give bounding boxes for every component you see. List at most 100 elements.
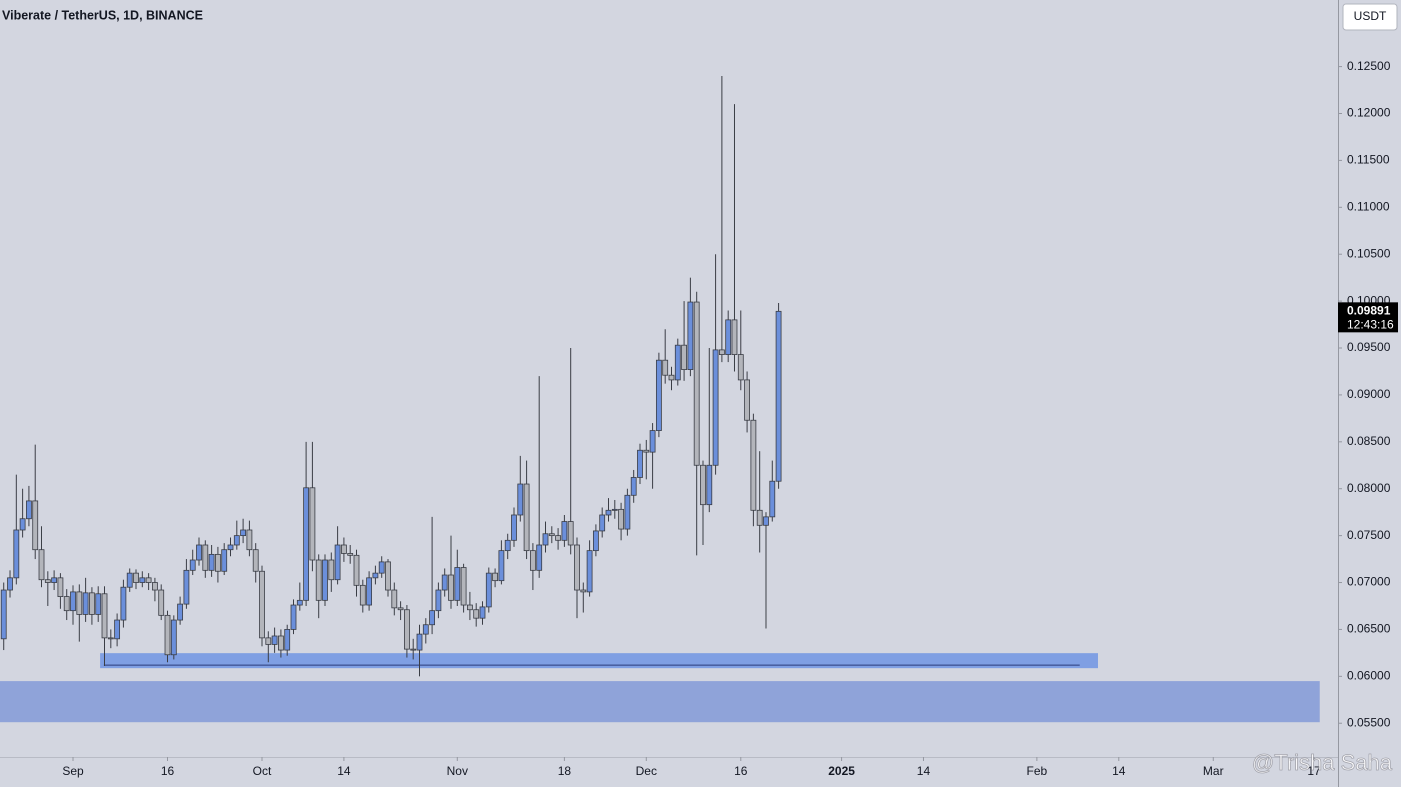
candle-body — [403, 609, 410, 650]
candle-body — [82, 592, 89, 615]
candle-body — [448, 574, 454, 601]
x-tick-label: Oct — [253, 764, 272, 778]
candle-body — [668, 374, 675, 381]
x-tick-label: Sep — [62, 764, 84, 778]
candle-body — [750, 419, 757, 511]
y-tick-label: 0.12000 — [1347, 106, 1391, 120]
candle-body — [511, 514, 517, 541]
last-price-box — [1338, 302, 1398, 333]
candle-body — [378, 561, 385, 574]
y-tick-label: 0.05500 — [1347, 715, 1391, 729]
y-tick-label: 0.12500 — [1347, 59, 1391, 73]
candle-body — [504, 539, 511, 552]
y-tick-label: 0.11500 — [1347, 153, 1390, 167]
zone — [0, 681, 1320, 723]
plot-layer — [0, 75, 1320, 723]
candle-body — [372, 572, 379, 579]
candle-body — [359, 584, 366, 606]
candle-body — [196, 544, 202, 561]
candle-body — [177, 603, 184, 621]
candle-body — [473, 609, 480, 619]
candle-body — [618, 508, 624, 530]
candle-body — [485, 572, 492, 608]
candle-body — [38, 549, 45, 581]
y-tick-label: 0.11000 — [1347, 199, 1390, 213]
candle-body — [183, 569, 190, 605]
candle-body — [454, 567, 461, 601]
x-tick-label: Feb — [1027, 764, 1048, 778]
y-tick-label: 0.09500 — [1347, 340, 1391, 354]
candle-body — [63, 596, 70, 612]
candle-body — [44, 579, 51, 583]
candle-body — [769, 480, 776, 518]
candle-body — [662, 359, 669, 376]
y-tick-label: 0.06000 — [1347, 669, 1391, 683]
candle-body — [334, 544, 341, 581]
candle-body — [26, 500, 32, 520]
x-tick-label: 14 — [1112, 764, 1126, 778]
candle-body — [718, 349, 725, 355]
candle-body — [95, 593, 102, 615]
candle-body — [57, 577, 64, 597]
candle-body — [466, 604, 473, 611]
candle-body — [674, 344, 681, 381]
y-tick-label: 0.08500 — [1347, 434, 1391, 448]
candle-body — [259, 570, 265, 639]
candle-body — [341, 544, 347, 554]
candle-body — [114, 619, 121, 640]
candle-body — [0, 589, 7, 640]
currency-box[interactable] — [1342, 3, 1398, 31]
candle-body — [775, 310, 782, 482]
candle-body — [517, 483, 524, 516]
candle-body — [737, 354, 744, 381]
candle-body — [164, 614, 171, 656]
zone — [100, 653, 1098, 669]
candle-body — [101, 593, 108, 639]
candle-body — [315, 559, 322, 601]
candle-body — [700, 464, 706, 506]
candle-body — [328, 559, 335, 581]
candle-body — [19, 518, 26, 531]
candle-body — [126, 572, 133, 588]
candle-body — [693, 301, 700, 466]
x-tick-label: 14 — [337, 764, 351, 778]
chart-title: Viberate / TetherUS, 1D, BINANCE — [2, 8, 203, 22]
candle-body — [246, 529, 253, 551]
candle-body — [70, 591, 76, 612]
candle-body — [322, 559, 328, 601]
y-tick-label: 0.06500 — [1347, 622, 1391, 636]
x-tick-label: 16 — [161, 764, 175, 778]
candle-body — [189, 559, 196, 571]
x-tick-label: 18 — [558, 764, 572, 778]
candle-body — [574, 544, 580, 591]
candle-body — [712, 349, 719, 466]
candle-body — [265, 637, 272, 645]
candle-body — [152, 582, 158, 591]
candle-body — [624, 494, 631, 530]
candle-body — [611, 508, 618, 511]
last-price: 0.09891 — [1347, 304, 1391, 318]
x-tick-label: 14 — [917, 764, 931, 778]
x-tick-label: Dec — [636, 764, 657, 778]
candle-body — [655, 359, 662, 431]
y-tick-label: 0.10500 — [1347, 246, 1391, 260]
candle-body — [555, 535, 561, 541]
x-tick-label: 16 — [734, 764, 748, 778]
candle-body — [605, 509, 612, 516]
candle-body — [681, 344, 687, 370]
y-tick-label: 0.08000 — [1347, 481, 1391, 495]
candle-body — [309, 487, 316, 561]
candle-body — [284, 629, 291, 651]
candle-body — [227, 544, 234, 551]
candle-body — [215, 553, 221, 572]
candle-body — [630, 477, 637, 496]
candle-body — [366, 577, 373, 606]
candle-body — [416, 633, 423, 651]
candle-body — [221, 549, 228, 572]
candle-body — [410, 648, 417, 651]
candle-body — [763, 516, 769, 526]
candle-body — [435, 589, 442, 612]
currency[interactable]: USDT — [1354, 9, 1387, 23]
